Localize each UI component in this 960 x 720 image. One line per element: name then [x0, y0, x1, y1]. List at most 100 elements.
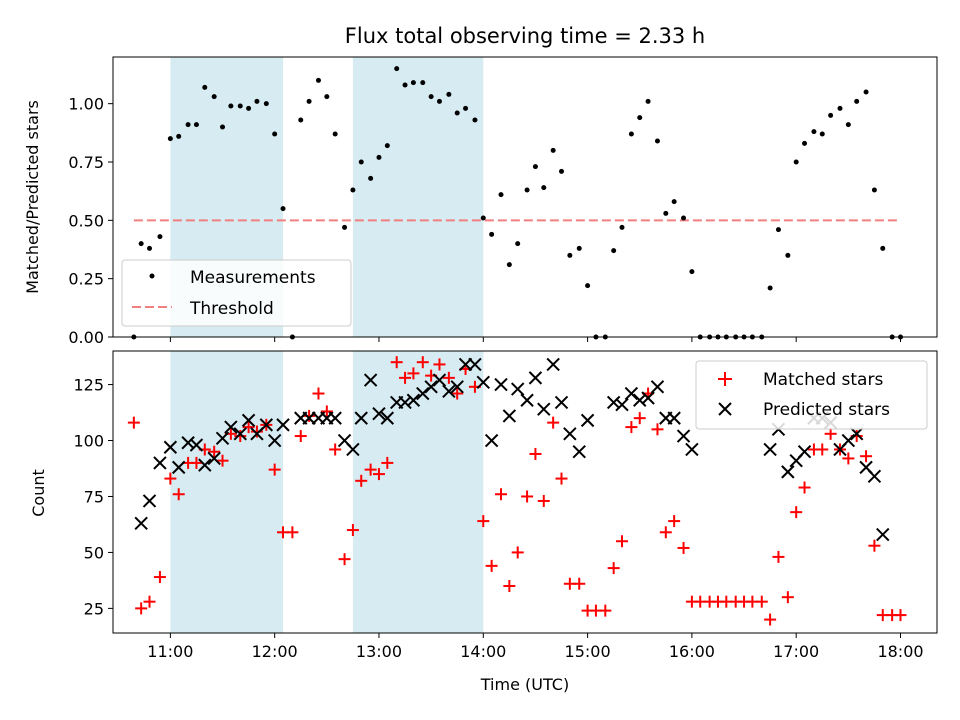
predicted-stars-points — [134, 357, 890, 542]
predicted-star-point — [276, 418, 290, 432]
matched-star-point — [547, 416, 560, 429]
matched-star-point — [208, 445, 221, 458]
predicted-star-point — [432, 373, 447, 387]
legend-matched-marker — [718, 372, 732, 386]
matched-star-point — [451, 387, 464, 400]
matched-star-point — [143, 595, 156, 608]
measurement-point — [802, 140, 808, 146]
predicted-star-point — [328, 411, 342, 425]
predicted-star-point — [537, 402, 551, 416]
predicted-star-point — [241, 413, 256, 428]
measurement-point — [350, 187, 356, 193]
predicted-star-point — [580, 413, 595, 428]
measurement-point — [619, 224, 625, 230]
predicted-star-point — [867, 469, 882, 484]
matched-star-point — [824, 427, 837, 440]
measurement-point — [147, 245, 153, 251]
measurement-point — [254, 98, 260, 104]
predicted-star-point — [528, 371, 543, 385]
predicted-star-point — [346, 442, 360, 457]
predicted-star-point — [233, 427, 247, 441]
matched-star-point — [816, 443, 829, 456]
predicted-star-point — [797, 445, 812, 459]
measurement-point — [358, 159, 364, 165]
x-tick-label: 14:00 — [460, 642, 506, 661]
y-tick-label: 0.25 — [68, 270, 104, 289]
matched-star-point — [268, 463, 281, 476]
count-legend: Matched stars Predicted stars — [695, 360, 928, 430]
measurement-point — [532, 164, 538, 170]
matched-star-point — [416, 356, 429, 369]
predicted-star-point — [641, 391, 655, 405]
matched-star-point — [599, 604, 612, 617]
measurement-point — [637, 115, 643, 121]
measurement-point — [767, 285, 773, 291]
matched-star-point — [860, 450, 873, 463]
measurement-point — [410, 80, 416, 86]
predicted-star-point — [502, 409, 517, 423]
matched-star-point — [495, 488, 508, 501]
measurement-point — [576, 245, 582, 251]
matched-stars-points — [127, 356, 907, 626]
predicted-star-point — [142, 494, 157, 508]
x-tick-label: 12:00 — [252, 642, 298, 661]
measurement-point — [567, 252, 573, 258]
count-y-ticks: 25 50 75 100 125 — [73, 376, 113, 618]
matched-star-point — [894, 609, 907, 622]
measurement-point — [394, 66, 400, 72]
measurement-point — [628, 131, 634, 137]
legend-measurements-label: Measurements — [190, 268, 316, 288]
matched-star-point — [172, 488, 185, 501]
measurement-point — [157, 234, 163, 240]
matched-star-point — [573, 577, 586, 590]
predicted-star-point — [781, 465, 795, 479]
measurement-point — [845, 122, 851, 128]
matched-star-point — [659, 526, 672, 539]
matched-star-point — [521, 490, 534, 503]
measurement-point — [185, 122, 191, 128]
ratio-plot-frame — [112, 56, 938, 338]
predicted-star-point — [546, 357, 560, 372]
y-tick-label: 0.00 — [68, 328, 104, 347]
predicted-star-point — [554, 395, 569, 410]
chart-title: Flux total observing time = 2.33 h — [345, 24, 705, 48]
legend-matched-label: Matched stars — [763, 370, 883, 390]
predicted-star-point — [876, 527, 890, 542]
predicted-star-point — [172, 460, 186, 475]
matched-star-point — [364, 463, 377, 476]
x-tick-label: 16:00 — [669, 642, 715, 661]
predicted-star-point — [354, 411, 368, 425]
ratio-y-ticks: 0.00 0.25 0.50 0.75 1.00 — [68, 95, 113, 347]
predicted-star-point — [372, 406, 386, 421]
matched-star-point — [164, 472, 177, 485]
matched-star-point — [798, 481, 811, 494]
measurement-point — [436, 98, 442, 104]
matched-star-point — [633, 412, 646, 425]
matched-star-point — [127, 416, 140, 429]
matched-star-point — [286, 526, 299, 539]
predicted-star-point — [267, 433, 282, 448]
y-tick-label: 125 — [73, 376, 104, 395]
measurement-point — [176, 133, 182, 139]
matched-star-point — [485, 559, 498, 572]
legend-threshold-label: Threshold — [189, 299, 274, 319]
measurement-point — [871, 187, 877, 193]
measurement-point — [402, 82, 408, 88]
matched-star-point — [842, 452, 855, 465]
predicted-star-point — [615, 398, 629, 412]
x-tick-label: 13:00 — [356, 642, 402, 661]
measurement-point — [446, 91, 452, 97]
matched-star-point — [372, 468, 385, 481]
measurement-point — [324, 94, 330, 100]
measurement-point — [454, 110, 460, 116]
y-tick-label: 25 — [84, 599, 104, 618]
predicted-star-point — [849, 427, 864, 441]
matched-star-point — [868, 539, 881, 552]
matched-star-point — [135, 602, 148, 615]
observing-window — [170, 351, 284, 633]
measurement-point — [202, 84, 208, 90]
measurement-point — [785, 252, 791, 258]
measurement-point — [654, 138, 660, 144]
measurement-point — [246, 105, 252, 111]
measurement-point — [384, 143, 390, 149]
